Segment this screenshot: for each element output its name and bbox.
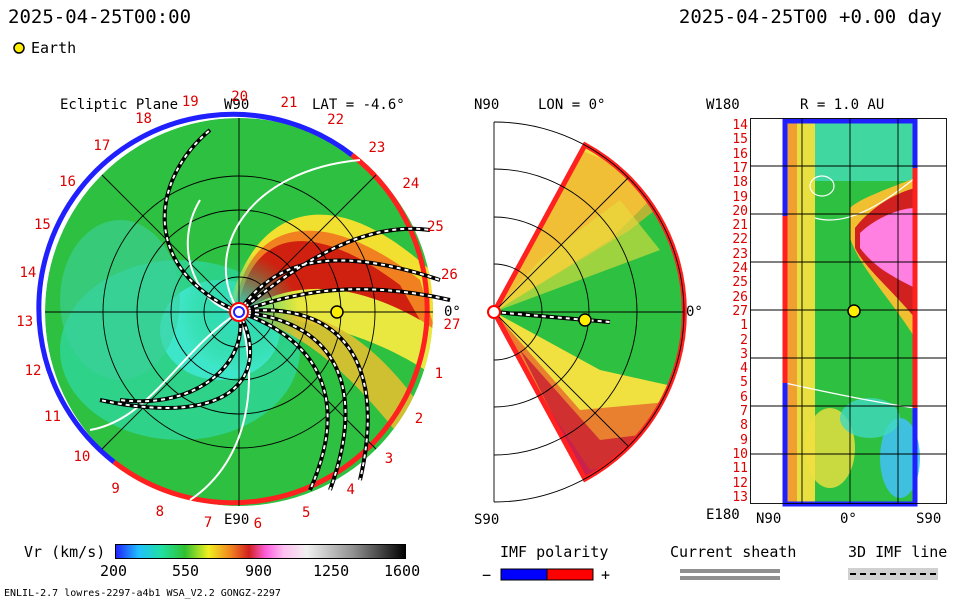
meridional-top-label: N90 xyxy=(474,97,500,113)
imf-polarity-title: IMF polarity xyxy=(500,543,609,561)
vr-colorbar xyxy=(115,544,406,559)
imf-polarity-bar xyxy=(500,568,594,581)
map-y-label: 7 xyxy=(740,404,748,419)
colorbar-label: Vr (km/s) xyxy=(24,543,106,561)
colorbar-tick-3: 1250 xyxy=(313,562,350,580)
map-y-label: 23 xyxy=(732,246,748,262)
carrington-label: 19 xyxy=(181,94,199,111)
map-y-label: 3 xyxy=(740,346,748,362)
meridional-lon-label: LON = 0° xyxy=(538,97,606,113)
current-sheath-swatch xyxy=(680,569,780,580)
ecliptic-top-label: W90 xyxy=(224,97,250,113)
carrington-label: 10 xyxy=(73,448,91,465)
current-sheath-title: Current sheath xyxy=(670,543,797,561)
carrington-label: 13 xyxy=(16,314,34,331)
map-bottom-left: E180 xyxy=(706,507,740,523)
carrington-label: 1 xyxy=(434,365,444,382)
carrington-label: 27 xyxy=(443,316,461,333)
map-y-label: 20 xyxy=(732,203,748,219)
meridional-bottom-label: S90 xyxy=(474,512,500,528)
carrington-label: 5 xyxy=(302,504,311,521)
carrington-label: 21 xyxy=(280,95,298,112)
imf-polarity-plus: + xyxy=(601,566,611,584)
map-y-label: 13 xyxy=(732,489,748,505)
carrington-label: 24 xyxy=(402,176,420,193)
imf-line-title: 3D IMF line xyxy=(848,543,948,561)
carrington-label: 14 xyxy=(19,264,37,281)
imf-line-swatch xyxy=(848,568,938,580)
map-y-label: 9 xyxy=(740,432,748,448)
carrington-label: 25 xyxy=(426,219,444,236)
carrington-label: 12 xyxy=(24,363,42,380)
carrington-label: 3 xyxy=(384,450,394,467)
ecliptic-bottom-label: E90 xyxy=(224,512,250,528)
ecliptic-plane-plot xyxy=(36,111,451,506)
right-datetime: 2025-04-25T00 +0.00 day xyxy=(678,6,942,28)
carrington-label: 17 xyxy=(93,138,111,155)
map-y-label: 1 xyxy=(740,318,748,334)
earth-marker-meridional xyxy=(578,313,592,327)
carrington-label: 4 xyxy=(346,482,355,499)
map-y-label: 16 xyxy=(732,146,748,162)
earth-marker-map xyxy=(847,304,861,318)
map-y-label: 11 xyxy=(732,461,748,477)
map-y-label: 4 xyxy=(740,361,748,377)
map-y-label: 18 xyxy=(732,175,748,191)
carrington-label: 26 xyxy=(440,267,458,284)
carrington-label: 16 xyxy=(59,174,76,191)
carrington-label: 18 xyxy=(135,111,152,128)
footer-model-info: ENLIL-2.7 lowres-2297-a4b1 WSA_V2.2 GONG… xyxy=(4,588,281,599)
carrington-label: 11 xyxy=(44,408,61,425)
left-datetime: 2025-04-25T00:00 xyxy=(8,6,192,28)
map-y-label: 15 xyxy=(732,132,748,148)
map-x-label-0: N90 xyxy=(756,511,782,527)
carrington-label: 8 xyxy=(155,503,165,520)
map-y-label: 2 xyxy=(740,332,748,348)
map-y-label: 19 xyxy=(732,189,748,205)
map-y-label: 22 xyxy=(732,232,748,248)
carrington-label: 15 xyxy=(33,217,51,234)
carrington-label: 7 xyxy=(203,515,213,532)
earth-marker-ecliptic xyxy=(330,305,344,319)
carrington-label: 9 xyxy=(111,481,120,498)
map-y-label: 12 xyxy=(732,475,748,491)
map-x-label-2: S90 xyxy=(916,511,942,527)
carrington-label: 20 xyxy=(231,89,249,105)
carrington-label: 22 xyxy=(327,112,344,129)
earth-legend-label: Earth xyxy=(31,39,77,57)
ecliptic-title: Ecliptic Plane xyxy=(60,97,179,113)
map-y-label: 24 xyxy=(732,261,748,276)
carrington-label: 6 xyxy=(253,515,263,532)
imf-polarity-minus: − xyxy=(482,566,492,584)
colorbar-tick-0: 200 xyxy=(100,562,128,580)
map-y-label: 27 xyxy=(732,303,748,319)
map-y-label: 6 xyxy=(740,389,748,405)
map-y-label: 21 xyxy=(732,218,748,234)
map-r-label: R = 1.0 AU xyxy=(800,97,885,113)
meridional-right-label: 0° xyxy=(686,304,703,320)
r1au-map-plot xyxy=(750,118,947,507)
colorbar-tick-1: 550 xyxy=(172,562,200,580)
map-y-label: 25 xyxy=(732,275,748,291)
map-y-label: 8 xyxy=(740,418,748,434)
map-x-label-1: 0° xyxy=(840,511,857,527)
map-y-label: 17 xyxy=(732,160,748,176)
carrington-label: 23 xyxy=(368,139,386,156)
map-y-label: 5 xyxy=(740,375,748,391)
ecliptic-lat-label: LAT = -4.6° xyxy=(312,97,405,113)
map-y-label: 10 xyxy=(732,446,748,462)
carrington-label: 2 xyxy=(414,411,424,428)
ecliptic-right-label: 0° xyxy=(444,304,461,320)
colorbar-tick-2: 900 xyxy=(245,562,273,580)
map-y-label: 14 xyxy=(732,118,748,133)
map-y-label: 26 xyxy=(732,289,748,305)
meridional-plane-plot xyxy=(487,121,687,503)
colorbar-tick-4: 1600 xyxy=(384,562,421,580)
earth-legend-icon xyxy=(13,42,25,54)
map-top-left: W180 xyxy=(706,97,740,113)
